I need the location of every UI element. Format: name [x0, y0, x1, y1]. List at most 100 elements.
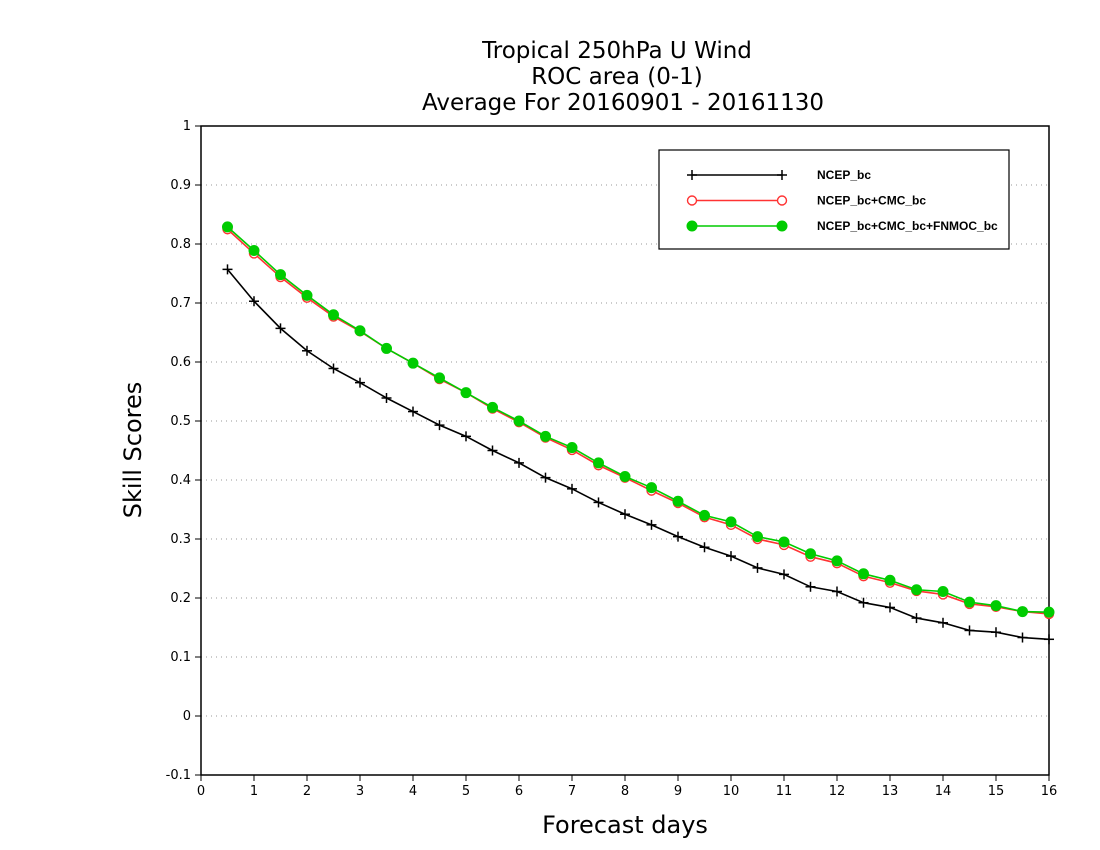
data-point-filled-circle: [752, 531, 763, 543]
y-tick-label: 0.5: [170, 414, 191, 429]
data-point-filled-circle: [593, 457, 604, 469]
y-tick-label: 0: [183, 709, 191, 724]
data-point-plus: [673, 531, 683, 542]
x-tick-label: 0: [197, 784, 205, 799]
x-tick-label: 10: [723, 784, 740, 799]
x-tick-label: 11: [776, 784, 793, 799]
y-tick-label: 0.7: [170, 296, 191, 311]
y-tick-label: 0.9: [170, 178, 191, 193]
series-line: [226, 226, 1050, 613]
data-point-filled-circle: [301, 289, 313, 301]
x-tick-label: 8: [621, 784, 629, 799]
data-series: [222, 221, 1055, 645]
data-point-open-circle: [776, 195, 788, 206]
series-line: [226, 228, 1050, 615]
data-point-filled-circle: [884, 574, 896, 586]
data-point-plus: [567, 483, 577, 494]
data-point-filled-circle: [831, 555, 843, 567]
data-point-filled-circle: [328, 309, 339, 321]
data-point-plus: [249, 296, 259, 307]
legend-label: NCEP_bc+CMC_bc: [817, 194, 926, 208]
chart-title-line-2: ROC area (0-1): [531, 64, 703, 90]
data-point-filled-circle: [434, 372, 445, 384]
y-tick-label: 0.4: [170, 473, 191, 488]
data-point-filled-circle: [1017, 606, 1028, 618]
data-point-filled-circle: [275, 269, 286, 281]
data-point-filled-circle: [566, 442, 578, 454]
data-point-filled-circle: [248, 244, 260, 256]
data-point-filled-circle: [407, 357, 419, 369]
x-tick-label: 7: [568, 784, 576, 799]
y-tick-label: 0.2: [170, 591, 191, 606]
y-tick-label: -0.1: [166, 768, 191, 783]
axis-ticks: -0.100.10.20.30.40.50.60.70.80.910 1 2 3 4 5 6…: [166, 119, 1058, 799]
data-point-filled-circle: [937, 586, 949, 598]
data-point-filled-circle: [354, 325, 366, 337]
x-axis-label: Forecast days: [542, 811, 708, 839]
data-point-filled-circle: [699, 509, 710, 521]
data-point-open-circle: [686, 195, 698, 206]
x-tick-label: 16: [1041, 784, 1058, 799]
data-point-plus: [885, 602, 895, 613]
data-point-filled-circle: [487, 401, 498, 413]
y-tick-label: 0.6: [170, 355, 191, 370]
y-tick-label: 0.3: [170, 532, 191, 547]
data-point-plus: [514, 457, 524, 468]
data-point-filled-circle: [911, 584, 922, 596]
x-tick-label: 6: [515, 784, 523, 799]
x-tick-label: 14: [935, 784, 952, 799]
data-point-filled-circle: [858, 568, 869, 580]
legend-label: NCEP_bc+CMC_bc+FNMOC_bc: [817, 219, 998, 233]
data-point-filled-circle: [513, 415, 525, 427]
y-tick-label: 0.8: [170, 237, 191, 252]
data-point-plus: [911, 613, 922, 624]
x-tick-label: 15: [988, 784, 1005, 799]
series-line: [226, 268, 1050, 641]
series-NCEP_bc+CMC_bc: [222, 224, 1055, 620]
legend-entry: NCEP_bc: [687, 168, 871, 182]
data-point-plus: [275, 323, 286, 334]
data-point-plus: [752, 562, 763, 573]
data-point-filled-circle: [460, 387, 472, 399]
y-tick-label: 1: [183, 119, 191, 134]
data-point-plus: [832, 586, 842, 597]
data-point-filled-circle: [778, 536, 790, 548]
x-tick-label: 3: [356, 784, 364, 799]
data-point-filled-circle: [964, 596, 975, 608]
data-point-plus: [1044, 634, 1054, 645]
data-point-plus: [408, 406, 418, 417]
data-point-plus: [964, 625, 975, 636]
data-point-plus: [328, 363, 339, 374]
data-point-filled-circle: [381, 342, 392, 354]
data-point-plus: [222, 264, 233, 275]
data-point-filled-circle: [672, 495, 684, 507]
data-point-plus: [991, 627, 1001, 638]
data-point-plus: [777, 170, 787, 180]
x-tick-label: 4: [409, 784, 417, 799]
chart-title-line-1: Tropical 250hPa U Wind: [481, 38, 752, 64]
legend-box: [658, 149, 1010, 250]
data-point-filled-circle: [619, 470, 631, 482]
data-point-plus: [1017, 632, 1028, 643]
data-point-plus: [434, 420, 445, 431]
data-point-plus: [302, 345, 312, 356]
data-point-plus: [461, 431, 471, 442]
data-point-filled-circle: [725, 516, 737, 528]
x-tick-label: 9: [674, 784, 682, 799]
series-NCEP_bc: [222, 264, 1054, 645]
legend-label: NCEP_bc: [817, 168, 871, 182]
data-point-filled-circle: [990, 600, 1002, 612]
data-point-filled-circle: [1043, 606, 1055, 618]
data-point-plus: [487, 445, 498, 456]
legend-entry: NCEP_bc+CMC_bc: [686, 194, 926, 208]
legend-entry: NCEP_bc+CMC_bc+FNMOC_bc: [686, 219, 998, 233]
data-point-plus: [620, 509, 630, 520]
data-point-plus: [779, 569, 789, 580]
chart-title-line-3: Average For 20160901 - 20161130: [422, 90, 824, 116]
x-tick-label: 13: [882, 784, 899, 799]
data-point-plus: [381, 392, 392, 403]
x-tick-label: 2: [303, 784, 311, 799]
x-tick-label: 1: [250, 784, 258, 799]
data-point-filled-circle: [776, 220, 788, 232]
